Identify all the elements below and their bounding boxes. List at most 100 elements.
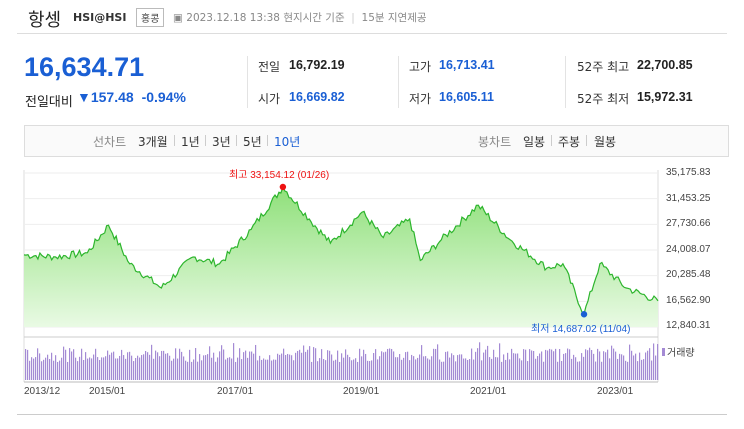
volume-bar	[485, 349, 487, 380]
volume-bar	[445, 351, 447, 380]
wk52-high-label: 52주 최고	[577, 60, 630, 74]
wk52-low-label: 52주 최저	[577, 92, 630, 106]
clock-icon: ▣	[173, 12, 183, 24]
tab-3y[interactable]: 3년	[212, 135, 231, 149]
x-tick-label: 2019/01	[343, 386, 380, 397]
volume-bar	[93, 354, 95, 380]
volume-bar	[85, 352, 87, 380]
volume-bar	[225, 359, 227, 380]
volume-bar	[53, 360, 55, 380]
volume-bar	[613, 348, 615, 380]
volume-bar	[267, 359, 269, 380]
price-area	[24, 187, 658, 327]
wk52-low-value: 15,972.31	[637, 90, 693, 104]
volume-bar	[87, 358, 89, 380]
volume-bar	[395, 357, 397, 380]
tab-daily[interactable]: 일봉	[523, 135, 546, 149]
volume-bar	[489, 357, 491, 380]
volume-bar	[377, 359, 379, 380]
volume-bar	[549, 348, 551, 380]
volume-bar	[593, 353, 595, 380]
min-date: (11/04)	[599, 324, 631, 335]
volume-bar	[415, 359, 417, 380]
volume-bar	[137, 355, 139, 380]
volume-bar	[25, 349, 27, 380]
volume-bar	[133, 361, 135, 380]
volume-bar	[163, 350, 165, 380]
volume-bar	[509, 359, 511, 380]
volume-bar	[383, 352, 385, 380]
volume-bar	[281, 353, 283, 380]
volume-bar	[217, 357, 219, 380]
volume-bar	[487, 345, 489, 380]
tab-monthly[interactable]: 월봉	[594, 135, 617, 149]
volume-bar	[249, 351, 251, 380]
volume-bar	[69, 348, 71, 380]
low-value: 16,605.11	[439, 90, 494, 104]
volume-bar	[141, 355, 143, 380]
volume-bar	[145, 350, 147, 380]
price-line	[23, 185, 659, 316]
volume-bar	[159, 356, 161, 380]
volume-bar	[433, 348, 435, 380]
volume-bar	[349, 357, 351, 380]
volume-bar	[639, 352, 641, 380]
volume-bar	[155, 350, 157, 380]
volume-bar	[161, 350, 163, 380]
volume-bar	[475, 351, 477, 380]
volume-bar	[481, 360, 483, 380]
volume-bar	[587, 350, 589, 380]
volume-bar	[207, 354, 209, 380]
volume-bar	[111, 352, 113, 380]
volume-bar	[97, 357, 99, 380]
volume-bar	[139, 357, 141, 380]
volume-bar	[299, 349, 301, 380]
volume-bar	[625, 360, 627, 380]
volume-bar	[417, 357, 419, 380]
volume-bar	[33, 358, 35, 380]
max-date: (01/26)	[297, 170, 330, 181]
volume-bar	[623, 355, 625, 380]
volume-bar	[451, 353, 453, 380]
volume-bar	[543, 361, 545, 380]
volume-bar	[309, 346, 311, 380]
volume-bar	[253, 353, 255, 380]
volume-bar	[247, 357, 249, 380]
volume-bar	[559, 349, 561, 380]
volume-bar	[483, 352, 485, 380]
volume-bar	[125, 358, 127, 380]
volume-bar	[157, 352, 159, 380]
volume-bar	[213, 352, 215, 380]
volume-bar	[359, 348, 361, 380]
volume-bar	[557, 361, 559, 380]
volume-bar	[561, 360, 563, 380]
volume-bar	[617, 358, 619, 380]
volume-bar	[305, 351, 307, 380]
volume-bar	[47, 354, 49, 380]
volume-bar	[493, 349, 495, 380]
tab-1y[interactable]: 1년	[181, 135, 200, 149]
volume-bar	[333, 360, 335, 380]
volume-bar	[431, 356, 433, 380]
volume-bar	[89, 357, 91, 380]
volume-bar	[519, 358, 521, 380]
volume-bar	[571, 358, 573, 380]
volume-bar	[171, 360, 173, 380]
tab-weekly[interactable]: 주봉	[558, 135, 581, 149]
tab-3m[interactable]: 3개월	[138, 135, 168, 149]
prev-label: 전일	[258, 60, 281, 74]
volume-bar	[99, 359, 101, 380]
volume-bar	[135, 358, 137, 380]
volume-bar	[589, 347, 591, 380]
volume-bar	[195, 348, 197, 380]
volume-bar	[651, 360, 653, 380]
tab-10y[interactable]: 10년	[274, 135, 301, 149]
volume-bar	[327, 350, 329, 380]
volume-bar	[291, 355, 293, 380]
change-amount: 157.48	[90, 89, 134, 105]
volume-bar	[61, 357, 63, 380]
change-value: ▼157.48 -0.94%	[77, 89, 186, 105]
volume-bar	[591, 350, 593, 380]
tab-5y[interactable]: 5년	[243, 135, 262, 149]
